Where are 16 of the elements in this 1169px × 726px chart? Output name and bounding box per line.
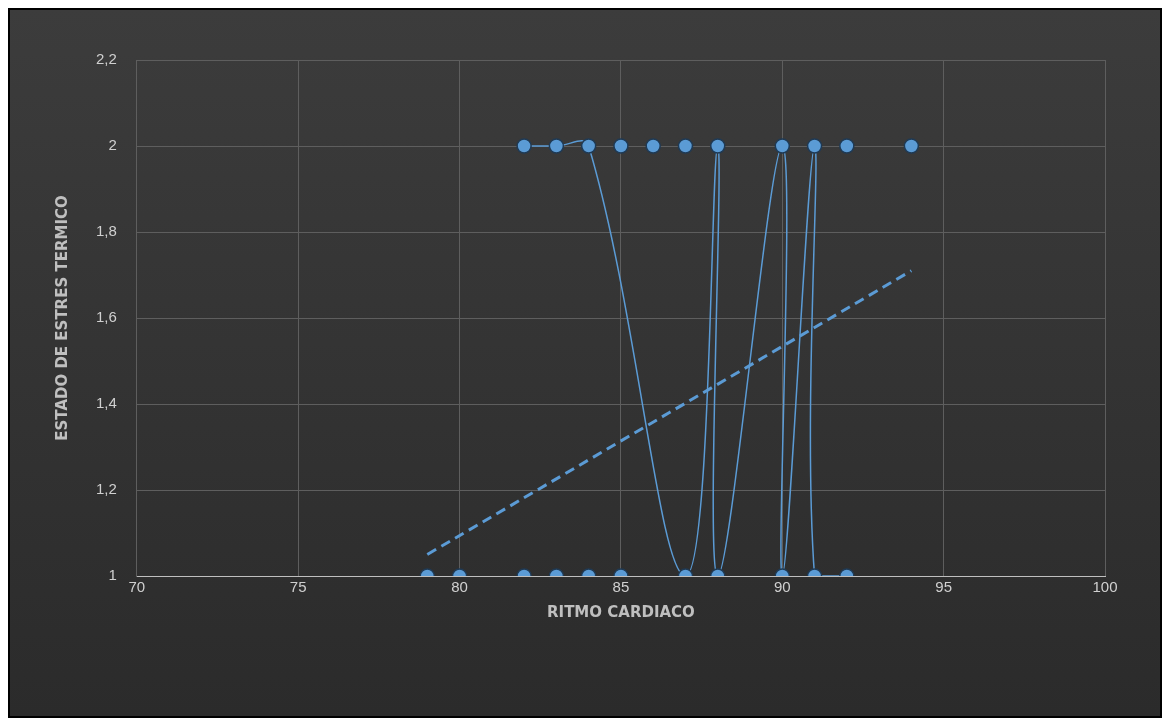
x-tick-label: 85 [612,578,630,596]
x-tick-label: 70 [128,578,146,596]
y-tick-label: 1,2 [95,480,117,498]
x-tick-label: 75 [289,578,307,596]
y-tick-label: 2,2 [95,50,117,68]
y-tick-label: 1,4 [95,394,117,412]
x-axis-title: RITMO CARDIACO [547,602,695,621]
y-axis-title: ESTADO DE ESTRES TERMICO [52,195,71,441]
x-tick-label: 80 [451,578,468,596]
y-tick-label: 1 [108,566,117,584]
x-tick-label: 95 [935,578,952,596]
x-tick-label: 100 [1092,578,1118,596]
y-tick-label: 1,6 [95,308,117,326]
y-tick-label: 2 [108,136,117,154]
y-tick-label: 1,8 [95,222,117,240]
x-tick-label: 90 [773,578,791,596]
